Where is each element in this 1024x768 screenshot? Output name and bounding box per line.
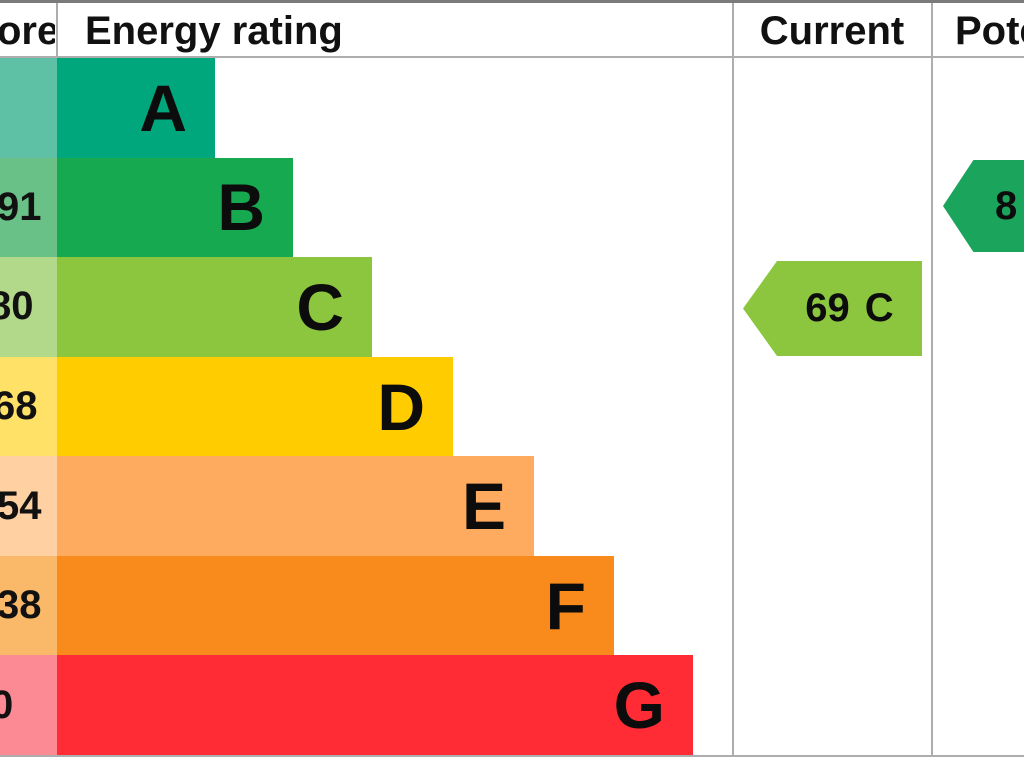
score-range-fragment-e: 54: [0, 483, 42, 528]
score-range-cell-c: 80: [0, 257, 57, 357]
header-divider: [0, 56, 1024, 58]
current-rating-arrow: 69 C: [743, 261, 922, 356]
potential-rating-arrow: 8: [943, 160, 1024, 252]
band-letter-g: G: [613, 668, 665, 743]
energy-band-bar-e: E: [57, 456, 534, 556]
score-column-divider: [56, 3, 58, 56]
potential-column-divider: [931, 3, 933, 755]
current-rating-value: 69: [805, 286, 850, 330]
energy-band-bar-c: C: [57, 257, 372, 357]
score-range-cell-a: [0, 58, 57, 158]
band-letter-e: E: [461, 469, 506, 544]
band-letter-b: B: [217, 170, 265, 245]
score-range-cell-d: 68: [0, 356, 57, 457]
score-column-header: ore: [0, 6, 55, 56]
score-range-fragment-g: 0: [0, 682, 14, 727]
table-top-border: [0, 0, 1024, 3]
potential-column-header: Pote: [955, 9, 1024, 53]
score-range-fragment-b: 91: [0, 184, 42, 229]
score-range-fragment-f: 38: [0, 583, 42, 628]
energy-band-bar-d: D: [57, 356, 453, 457]
score-range-cell-g: 0: [0, 655, 57, 756]
energy-band-bar-g: G: [57, 655, 693, 756]
energy-band-bar-f: F: [57, 555, 614, 656]
current-column-divider: [732, 3, 734, 755]
energy-band-rows: A 91 B 80 C 68 D 54 E 38 F 0 G: [0, 58, 733, 756]
score-range-cell-f: 38: [0, 555, 57, 656]
band-row-d: 68 D: [0, 356, 733, 457]
current-rating-band: C: [864, 286, 894, 330]
band-row-f: 38 F: [0, 555, 733, 656]
band-letter-c: C: [296, 269, 344, 344]
band-letter-a: A: [139, 70, 187, 145]
score-column-header-text: ore: [0, 9, 55, 53]
table-bottom-border: [0, 755, 1024, 757]
energy-rating-column-header: Energy rating: [85, 9, 343, 53]
potential-rating-value: 8: [995, 183, 1018, 228]
energy-band-bar-b: B: [57, 157, 293, 258]
band-row-c: 80 C: [0, 257, 733, 357]
band-row-b: 91 B: [0, 157, 733, 258]
score-range-cell-b: 91: [0, 157, 57, 258]
current-column-header: Current: [759, 9, 905, 53]
score-range-fragment-d: 68: [0, 384, 38, 429]
energy-band-bar-a: A: [57, 58, 215, 158]
score-range-cell-e: 54: [0, 456, 57, 556]
band-row-e: 54 E: [0, 456, 733, 556]
band-row-a: A: [0, 58, 733, 158]
band-letter-f: F: [545, 568, 586, 643]
band-letter-d: D: [377, 369, 425, 444]
score-range-fragment-c: 80: [0, 284, 34, 329]
band-row-g: 0 G: [0, 655, 733, 756]
